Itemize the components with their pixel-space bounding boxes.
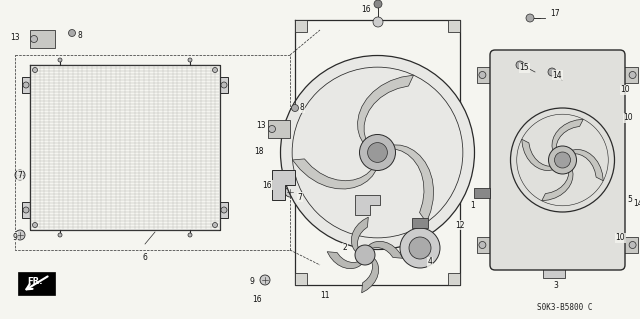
Text: S0K3-B5800 C: S0K3-B5800 C — [537, 303, 593, 313]
Text: 8: 8 — [300, 103, 305, 113]
Text: 18: 18 — [254, 147, 264, 157]
Circle shape — [23, 207, 29, 213]
Text: 11: 11 — [320, 291, 330, 300]
Circle shape — [373, 17, 383, 27]
Polygon shape — [220, 202, 228, 218]
Text: 16: 16 — [252, 295, 262, 305]
Circle shape — [479, 71, 486, 78]
Polygon shape — [362, 255, 379, 293]
Text: 3: 3 — [554, 280, 559, 290]
Polygon shape — [220, 77, 228, 93]
Circle shape — [68, 29, 76, 36]
Polygon shape — [620, 237, 638, 253]
Text: 1: 1 — [470, 201, 476, 210]
Text: 10: 10 — [620, 85, 630, 94]
Polygon shape — [351, 217, 368, 255]
Circle shape — [58, 58, 62, 62]
Text: 15: 15 — [519, 63, 529, 72]
Circle shape — [58, 233, 62, 237]
Polygon shape — [18, 272, 55, 295]
Circle shape — [280, 56, 474, 249]
Polygon shape — [383, 145, 433, 222]
Circle shape — [15, 170, 25, 180]
Circle shape — [554, 152, 570, 168]
Polygon shape — [295, 273, 307, 285]
Text: 14: 14 — [633, 198, 640, 207]
Circle shape — [212, 68, 218, 72]
Text: 12: 12 — [455, 220, 465, 229]
Polygon shape — [327, 252, 365, 269]
Text: 13: 13 — [256, 122, 266, 130]
Polygon shape — [292, 159, 377, 189]
Circle shape — [33, 68, 38, 72]
Text: 10: 10 — [615, 234, 625, 242]
Polygon shape — [22, 202, 30, 218]
Polygon shape — [541, 164, 573, 201]
Text: 10: 10 — [623, 114, 633, 122]
Polygon shape — [474, 188, 490, 198]
Polygon shape — [30, 30, 55, 48]
Polygon shape — [272, 170, 295, 200]
Circle shape — [23, 82, 29, 88]
Text: FR.: FR. — [28, 277, 43, 286]
Circle shape — [221, 207, 227, 213]
Circle shape — [260, 275, 270, 285]
Circle shape — [516, 61, 524, 69]
Text: 6: 6 — [143, 253, 147, 262]
Polygon shape — [477, 67, 495, 83]
Circle shape — [360, 135, 396, 170]
Circle shape — [188, 58, 192, 62]
Text: 13: 13 — [10, 33, 20, 42]
Text: 16: 16 — [262, 181, 272, 189]
Text: 7: 7 — [17, 170, 22, 180]
Circle shape — [409, 237, 431, 259]
Polygon shape — [22, 77, 30, 93]
Circle shape — [400, 228, 440, 268]
Text: 5: 5 — [628, 196, 632, 204]
Circle shape — [629, 241, 636, 249]
Text: 4: 4 — [428, 257, 433, 266]
Circle shape — [33, 222, 38, 227]
Text: 2: 2 — [342, 243, 348, 253]
Text: 8: 8 — [77, 32, 83, 41]
Circle shape — [526, 14, 534, 22]
Polygon shape — [268, 120, 290, 138]
Text: 9: 9 — [250, 278, 255, 286]
Polygon shape — [448, 273, 460, 285]
Circle shape — [31, 35, 38, 42]
Polygon shape — [567, 149, 604, 181]
Polygon shape — [295, 20, 307, 32]
Polygon shape — [412, 218, 428, 228]
Polygon shape — [355, 195, 380, 215]
Polygon shape — [358, 75, 413, 149]
Circle shape — [629, 71, 636, 78]
FancyBboxPatch shape — [490, 50, 625, 270]
Polygon shape — [365, 241, 403, 258]
Text: 14: 14 — [552, 70, 562, 79]
Text: 9: 9 — [13, 233, 17, 241]
Circle shape — [285, 187, 295, 197]
Polygon shape — [522, 139, 558, 171]
Circle shape — [269, 125, 275, 132]
Circle shape — [291, 105, 298, 112]
Text: 7: 7 — [298, 192, 303, 202]
Polygon shape — [543, 265, 565, 278]
Circle shape — [479, 241, 486, 249]
Polygon shape — [620, 67, 638, 83]
Text: 17: 17 — [550, 9, 560, 18]
Text: 16: 16 — [361, 5, 371, 14]
Circle shape — [221, 82, 227, 88]
Circle shape — [548, 68, 556, 76]
Circle shape — [15, 230, 25, 240]
Circle shape — [355, 245, 375, 265]
Circle shape — [367, 143, 387, 162]
Circle shape — [374, 0, 382, 8]
Polygon shape — [552, 119, 583, 156]
Polygon shape — [448, 20, 460, 32]
Circle shape — [188, 233, 192, 237]
Circle shape — [212, 222, 218, 227]
Polygon shape — [477, 237, 495, 253]
Circle shape — [548, 146, 577, 174]
